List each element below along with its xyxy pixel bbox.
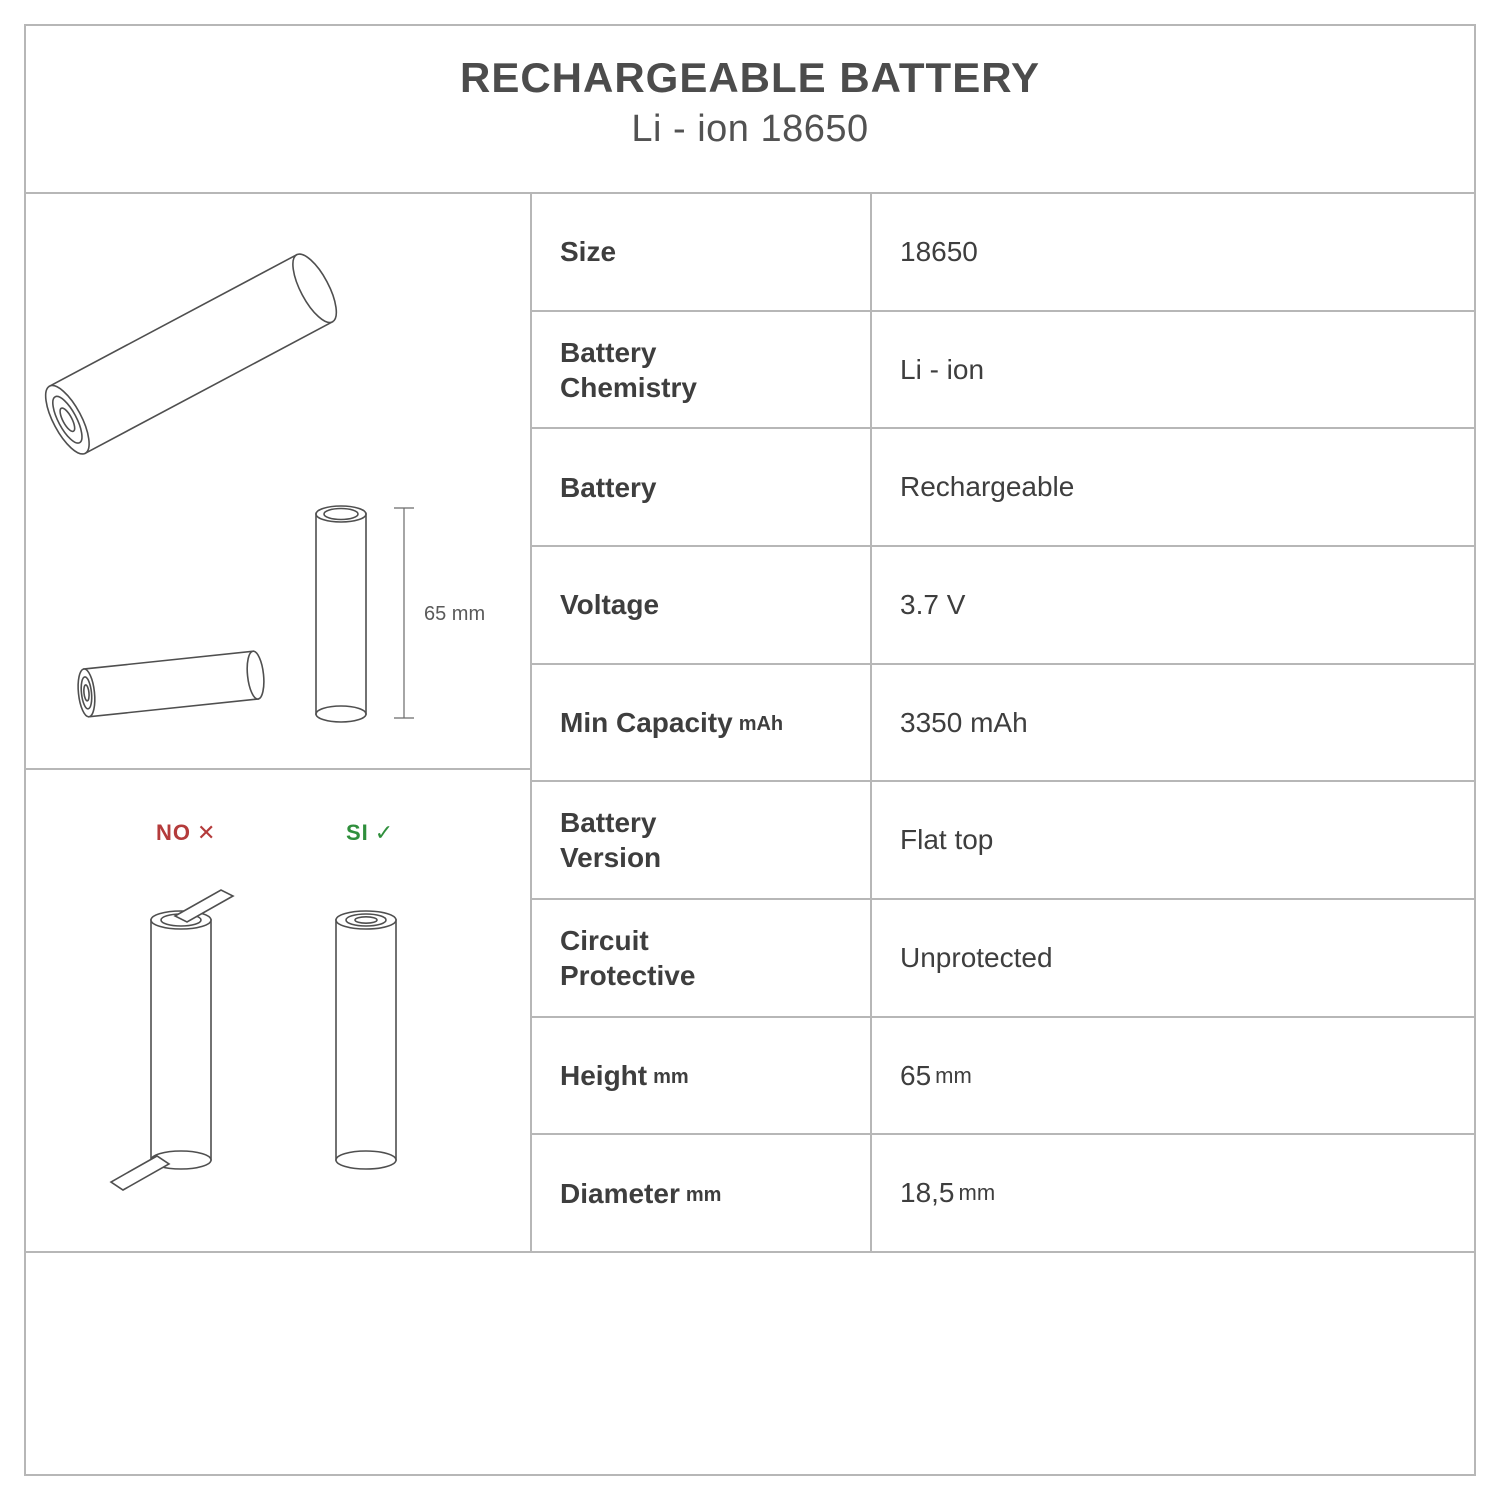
spec-label-text: Circuit Protective <box>560 923 695 993</box>
battery-angled-icon <box>37 248 345 460</box>
spec-value: 3350 mAh <box>872 665 1474 781</box>
spec-label: Battery Version <box>532 782 872 898</box>
spec-label: Heightmm <box>532 1018 872 1134</box>
spec-label: Size <box>532 194 872 310</box>
spec-label-unit: mAh <box>739 712 783 737</box>
spec-row: Heightmm65mm <box>530 1018 1474 1136</box>
spec-value: 18,5mm <box>872 1135 1474 1251</box>
spec-value: Unprotected <box>872 900 1474 1016</box>
spec-value-unit: mm <box>935 1063 972 1089</box>
spec-label-unit: mm <box>653 1065 689 1090</box>
spec-label-text: Size <box>560 234 616 269</box>
si-text: SI <box>346 820 369 846</box>
battery-dimensions-diagram: 65 mm <box>26 194 530 770</box>
spec-sheet: RECHARGEABLE BATTERY Li - ion 18650 <box>24 24 1476 1476</box>
si-label: SI ✓ <box>346 820 394 846</box>
spec-label-text: Battery Version <box>560 805 661 875</box>
spec-value: 18650 <box>872 194 1474 310</box>
battery-flat-top-icon <box>336 911 396 1169</box>
battery-variant-diagram: NO ✕ SI ✓ <box>26 770 530 1253</box>
spec-table: Size18650Battery ChemistryLi - ionBatter… <box>530 194 1474 1251</box>
no-label: NO ✕ <box>156 820 216 846</box>
spec-row: Size 18650 <box>530 194 1474 312</box>
variant-svg <box>26 770 530 1253</box>
spec-value-text: Li - ion <box>900 354 984 386</box>
spec-value-unit: mm <box>959 1180 996 1206</box>
illustration-column: 65 mm NO ✕ SI ✓ <box>26 194 530 1251</box>
spec-value-text: 18650 <box>900 236 978 268</box>
height-dimension-label: 65 mm <box>424 603 485 625</box>
spec-label-text: Voltage <box>560 587 659 622</box>
spec-label: Battery Chemistry <box>532 312 872 428</box>
spec-value: Li - ion <box>872 312 1474 428</box>
body: 65 mm NO ✕ SI ✓ <box>26 194 1474 1253</box>
spec-value: 3.7 V <box>872 547 1474 663</box>
spec-label-text: Height <box>560 1058 647 1093</box>
spec-row: Circuit Protective Unprotected <box>530 900 1474 1018</box>
spec-value-text: Unprotected <box>900 942 1053 974</box>
spec-value-text: 18,5 <box>900 1177 955 1209</box>
no-text: NO <box>156 820 191 846</box>
cross-icon: ✕ <box>197 820 216 846</box>
spec-value-text: 3.7 V <box>900 589 965 621</box>
battery-horizontal-icon <box>76 650 266 717</box>
spec-label: Diametermm <box>532 1135 872 1251</box>
spec-label-unit: mm <box>686 1183 722 1208</box>
spec-label-text: Min Capacity <box>560 705 733 740</box>
height-dimension: 65 mm <box>394 508 485 718</box>
spec-row: Battery Rechargeable <box>530 429 1474 547</box>
spec-row: Voltage 3.7 V <box>530 547 1474 665</box>
dimensions-svg: 65 mm <box>26 194 530 770</box>
spec-row: Battery Version Flat top <box>530 782 1474 900</box>
spec-value: 65mm <box>872 1018 1474 1134</box>
spec-label: Min CapacitymAh <box>532 665 872 781</box>
spec-value: Flat top <box>872 782 1474 898</box>
page-title: RECHARGEABLE BATTERY <box>26 54 1474 102</box>
spec-value-text: Rechargeable <box>900 471 1074 503</box>
spec-label-text: Diameter <box>560 1176 680 1211</box>
footer-blank <box>26 1253 1474 1474</box>
spec-label: Circuit Protective <box>532 900 872 1016</box>
spec-row: Min CapacitymAh 3350 mAh <box>530 665 1474 783</box>
spec-label-text: Battery <box>560 470 656 505</box>
spec-row: Battery Chemistry Li - ion <box>530 312 1474 430</box>
page-subtitle: Li - ion 18650 <box>26 108 1474 151</box>
spec-row: Diametermm18,5mm <box>530 1135 1474 1251</box>
header: RECHARGEABLE BATTERY Li - ion 18650 <box>26 26 1474 194</box>
check-icon: ✓ <box>375 820 394 846</box>
spec-label: Battery <box>532 429 872 545</box>
spec-label-text: Battery Chemistry <box>560 335 697 405</box>
spec-label: Voltage <box>532 547 872 663</box>
spec-value-text: 65 <box>900 1060 931 1092</box>
battery-vertical-icon <box>316 506 366 722</box>
spec-value: Rechargeable <box>872 429 1474 545</box>
spec-value-text: 3350 mAh <box>900 707 1028 739</box>
battery-with-tabs-icon <box>111 890 233 1190</box>
spec-value-text: Flat top <box>900 824 993 856</box>
